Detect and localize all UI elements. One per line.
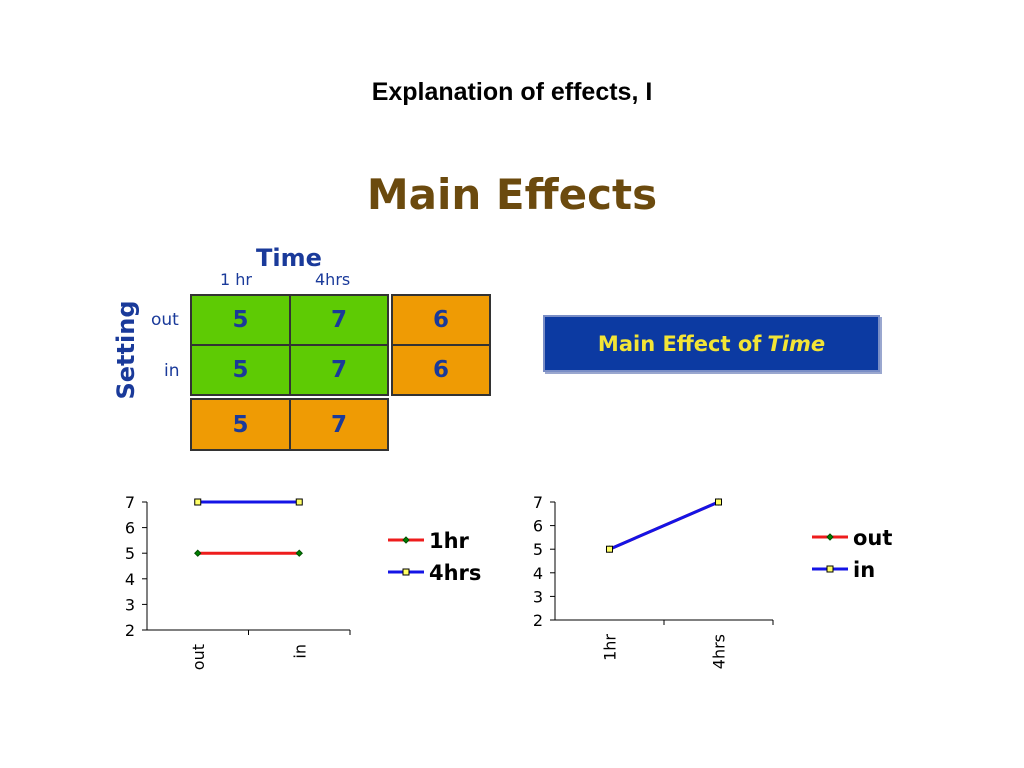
x-tick-label: 1hr <box>601 634 620 661</box>
y-tick-label: 7 <box>125 493 135 512</box>
main-effect-factor: Time <box>767 331 826 356</box>
x-tick-label: out <box>189 644 208 670</box>
series-line-in <box>608 500 720 551</box>
row-level-in: in <box>164 361 180 381</box>
y-tick-label: 5 <box>125 544 135 563</box>
data-point-1hr <box>295 549 303 557</box>
row-mean-in: 6 <box>391 344 491 396</box>
cell-out-4hrs: 7 <box>289 294 389 346</box>
legend-label-1hr: 1hr <box>429 529 470 553</box>
column-mean-4hrs: 7 <box>289 398 389 451</box>
y-tick-label: 6 <box>125 519 135 538</box>
data-point-4hrs <box>194 498 202 506</box>
y-tick-label: 4 <box>533 564 543 583</box>
column-level-1hr: 1 hr <box>220 270 252 289</box>
cell-out-1hr: 5 <box>190 294 291 346</box>
y-tick-label: 4 <box>125 570 135 589</box>
data-point-4hrs <box>295 498 303 506</box>
y-tick-label: 3 <box>533 587 543 606</box>
legend-label-4hrs: 4hrs <box>429 561 481 585</box>
slide-title: Explanation of effects, I <box>371 78 653 106</box>
column-level-4hrs: 4hrs <box>315 270 351 289</box>
main-effect-prefix: Main Effect of <box>597 331 762 356</box>
y-tick-label: 3 <box>125 595 135 614</box>
legend-marker-1hr <box>402 536 410 544</box>
data-point-in <box>606 545 613 553</box>
y-tick-label: 5 <box>533 540 543 559</box>
data-point-1hr <box>194 549 202 557</box>
cell-in-4hrs: 7 <box>289 344 389 396</box>
column-factor-label: Time <box>256 244 322 272</box>
column-mean-1hr: 5 <box>190 398 291 451</box>
y-tick-label: 2 <box>125 621 135 640</box>
legend-marker-out <box>826 533 834 541</box>
legend-label-out: out <box>853 526 892 550</box>
row-mean-out: 6 <box>391 294 491 346</box>
x-tick-label: in <box>290 644 309 659</box>
main-effects-heading: Main Effects <box>366 170 658 219</box>
cell-in-1hr: 5 <box>190 344 291 396</box>
row-level-out: out <box>151 310 179 330</box>
data-point-in <box>715 498 722 506</box>
y-tick-label: 2 <box>533 611 543 630</box>
legend-marker-in <box>826 565 834 573</box>
legend-marker-4hrs <box>402 568 410 576</box>
y-tick-label: 6 <box>533 517 543 536</box>
main-effect-of-time-box: Main Effect of Time <box>543 315 880 372</box>
y-tick-label: 7 <box>533 493 543 512</box>
legend-label-in: in <box>853 558 875 582</box>
x-tick-label: 4hrs <box>710 634 729 669</box>
